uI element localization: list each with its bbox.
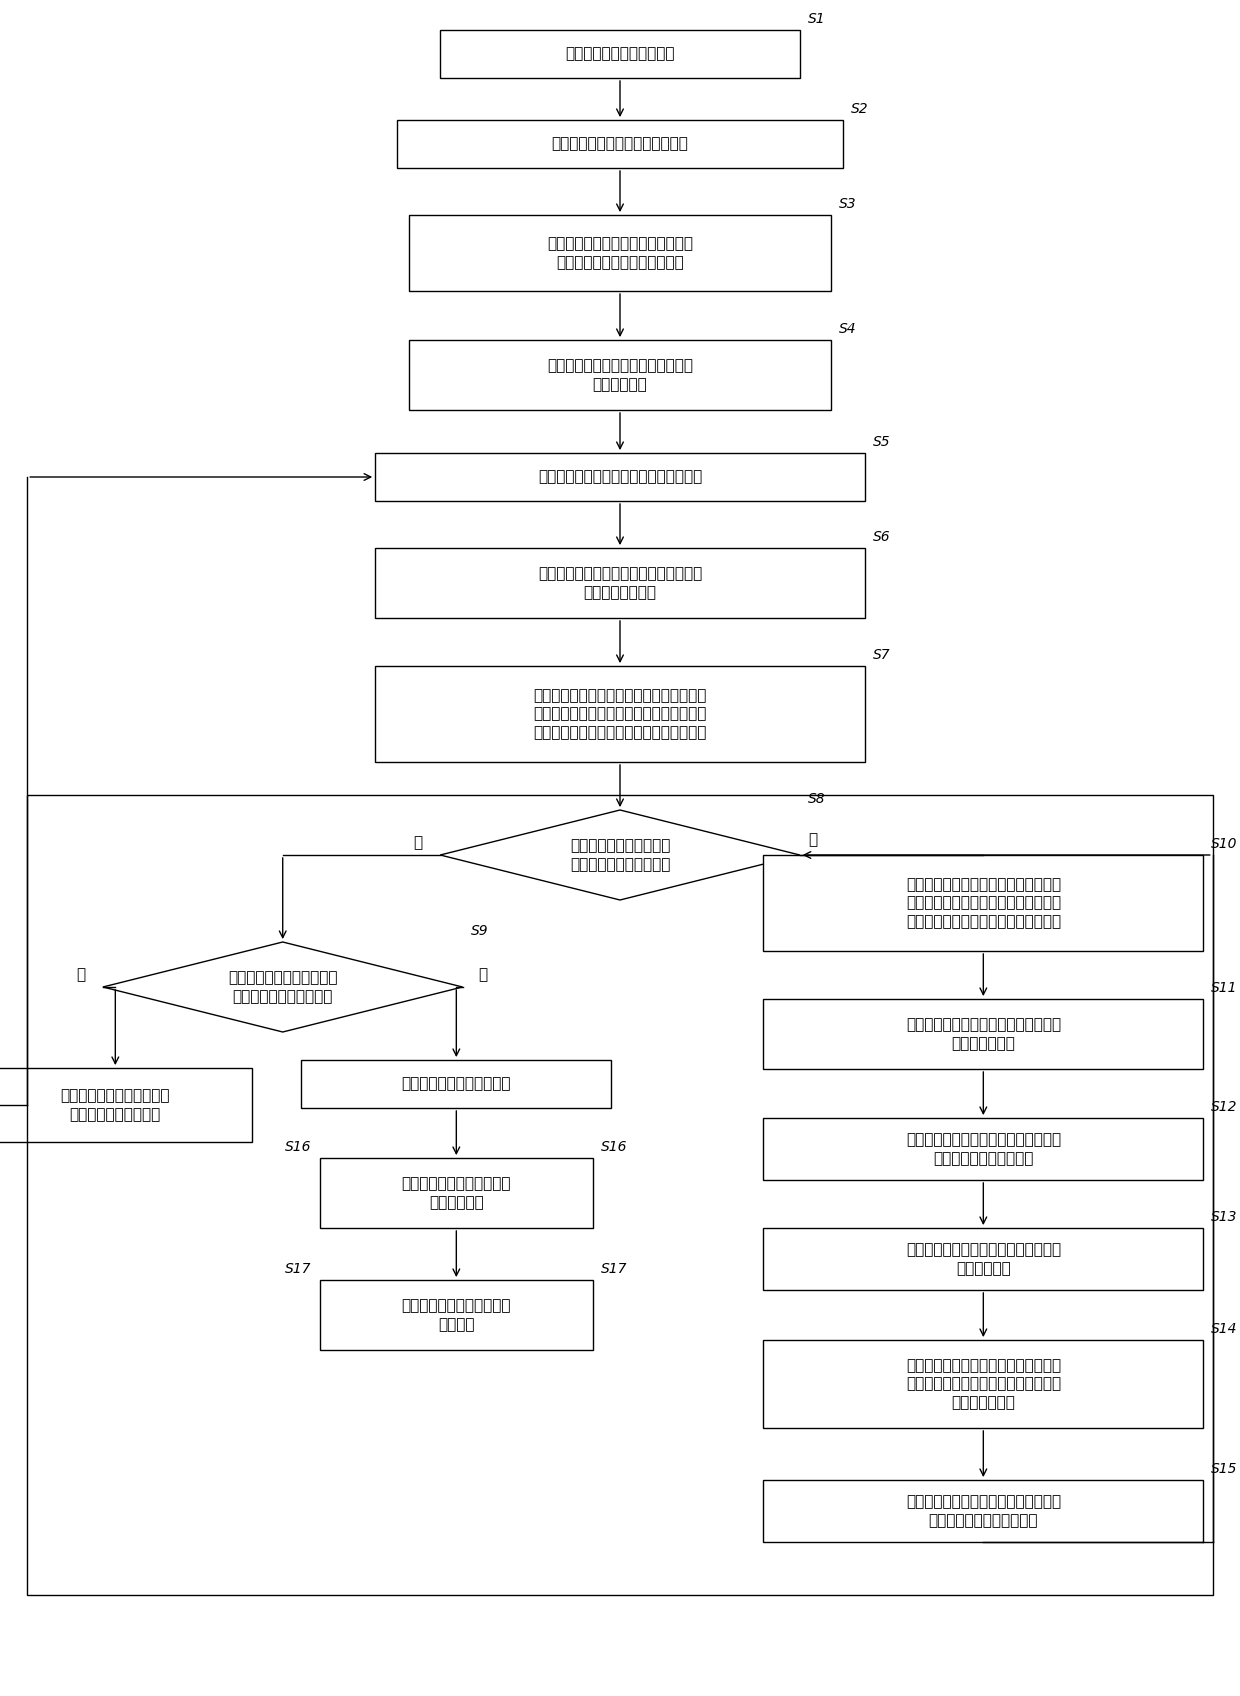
Text: S16: S16 bbox=[285, 1140, 312, 1153]
Text: 选择位于最底部的一打印层模型作为
一当前打印层: 选择位于最底部的一打印层模型作为 一当前打印层 bbox=[547, 358, 693, 392]
FancyBboxPatch shape bbox=[301, 1060, 611, 1107]
FancyBboxPatch shape bbox=[440, 31, 800, 78]
Text: 获得待打印零件并结束打印: 获得待打印零件并结束打印 bbox=[402, 1077, 511, 1092]
Text: 将金属基板和待打印零件进
行应力热处理: 将金属基板和待打印零件进 行应力热处理 bbox=[402, 1177, 511, 1209]
Text: 无: 无 bbox=[479, 967, 487, 982]
FancyBboxPatch shape bbox=[409, 215, 831, 292]
Text: S1: S1 bbox=[807, 12, 826, 25]
Text: S9: S9 bbox=[470, 924, 489, 938]
FancyBboxPatch shape bbox=[764, 855, 1203, 951]
FancyBboxPatch shape bbox=[374, 453, 866, 500]
Text: 选择面积最大的一金属打印区域所对
应的金属材料作为基本金属粉末: 选择面积最大的一金属打印区域所对 应的金属材料作为基本金属粉末 bbox=[547, 236, 693, 270]
FancyBboxPatch shape bbox=[764, 1228, 1203, 1291]
Text: 选择当前打印层中未打印的一金属打印
区域作为第二打印选区，并将该第二打
印选区所对应的金属材料作为目标粉料: 选择当前打印层中未打印的一金属打印 区域作为第二打印选区，并将该第二打 印选区所… bbox=[905, 877, 1061, 929]
Text: S10: S10 bbox=[1211, 838, 1238, 851]
Text: S7: S7 bbox=[873, 648, 890, 661]
Text: 将当前打印层的上一层打印
层模型作为当前打印层: 将当前打印层的上一层打印 层模型作为当前打印层 bbox=[61, 1089, 170, 1121]
FancyBboxPatch shape bbox=[320, 1158, 593, 1228]
Text: 建立待打印零件的打印模型: 建立待打印零件的打印模型 bbox=[565, 46, 675, 61]
Text: 将当前打印层中基本金属粉末所对应的金属
打印区域作为第一打印选区，启动传统激光
输出机构对第一打印选区进行激光熔化打印: 将当前打印层中基本金属粉末所对应的金属 打印区域作为第一打印选区，启动传统激光 … bbox=[533, 689, 707, 739]
Text: S17: S17 bbox=[600, 1262, 627, 1275]
FancyBboxPatch shape bbox=[0, 1068, 252, 1141]
FancyBboxPatch shape bbox=[764, 1340, 1203, 1428]
Text: 通过升降装置将金属基板下降一预设高度: 通过升降装置将金属基板下降一预设高度 bbox=[538, 470, 702, 485]
Text: 将打印模型分割为多个打印层模型: 将打印模型分割为多个打印层模型 bbox=[552, 136, 688, 151]
Text: 控制所述微细送粉机构将所述目标粉料
输送至所述第二打印选区: 控制所述微细送粉机构将所述目标粉料 输送至所述第二打印选区 bbox=[905, 1133, 1061, 1165]
FancyBboxPatch shape bbox=[764, 999, 1203, 1068]
Text: S3: S3 bbox=[838, 197, 857, 210]
Text: S13: S13 bbox=[1211, 1209, 1238, 1225]
Text: S5: S5 bbox=[873, 434, 890, 449]
Polygon shape bbox=[103, 941, 463, 1031]
Text: S4: S4 bbox=[838, 322, 857, 336]
Text: S14: S14 bbox=[1211, 1321, 1238, 1336]
Polygon shape bbox=[440, 811, 800, 901]
Text: 将基本金属粉末填充至金属基板与打印槽
配合形成的空间内: 将基本金属粉末填充至金属基板与打印槽 配合形成的空间内 bbox=[538, 566, 702, 600]
Text: 将待打印零件自金属基板上
切割分离: 将待打印零件自金属基板上 切割分离 bbox=[402, 1297, 511, 1331]
FancyBboxPatch shape bbox=[409, 339, 831, 410]
Text: 判断当前打印层是否还存在
未打印的上层打印层模型: 判断当前打印层是否还存在 未打印的上层打印层模型 bbox=[228, 970, 337, 1004]
FancyBboxPatch shape bbox=[764, 1481, 1203, 1542]
Text: S11: S11 bbox=[1211, 980, 1238, 996]
Text: S17: S17 bbox=[285, 1262, 312, 1275]
Text: S2: S2 bbox=[851, 102, 869, 115]
Text: 判断当前打印层中是否存
在未打印的金属打印区域: 判断当前打印层中是否存 在未打印的金属打印区域 bbox=[570, 838, 670, 872]
Text: 控制微细吸粉机构吸去第二打印选区内
的基本金属粉末: 控制微细吸粉机构吸去第二打印选区内 的基本金属粉末 bbox=[905, 1018, 1061, 1052]
Text: 有: 有 bbox=[77, 967, 86, 982]
Text: 利用一刮板将所述第二打印选区的所述
目标粉料刮平: 利用一刮板将所述第二打印选区的所述 目标粉料刮平 bbox=[905, 1241, 1061, 1275]
FancyBboxPatch shape bbox=[397, 120, 843, 168]
FancyBboxPatch shape bbox=[374, 667, 866, 762]
Text: 启动所述传统激光输出机构对所述第二
打印选区进行激光熔化烧结: 启动所述传统激光输出机构对所述第二 打印选区进行激光熔化烧结 bbox=[905, 1494, 1061, 1528]
FancyBboxPatch shape bbox=[764, 1118, 1203, 1180]
Text: 启动所述飞秒激光输出机构对所述第二
打印选区与所述第一打印选区的交界区
域进行激光烧结: 启动所述飞秒激光输出机构对所述第二 打印选区与所述第一打印选区的交界区 域进行激… bbox=[905, 1358, 1061, 1409]
Text: S16: S16 bbox=[600, 1140, 627, 1153]
FancyBboxPatch shape bbox=[374, 548, 866, 617]
Text: S8: S8 bbox=[807, 792, 826, 806]
Text: S12: S12 bbox=[1211, 1101, 1238, 1114]
FancyBboxPatch shape bbox=[320, 1280, 593, 1350]
Text: 有: 有 bbox=[807, 833, 817, 848]
Text: S6: S6 bbox=[873, 529, 890, 544]
Text: 无: 无 bbox=[414, 836, 423, 850]
Text: S15: S15 bbox=[1211, 1462, 1238, 1476]
